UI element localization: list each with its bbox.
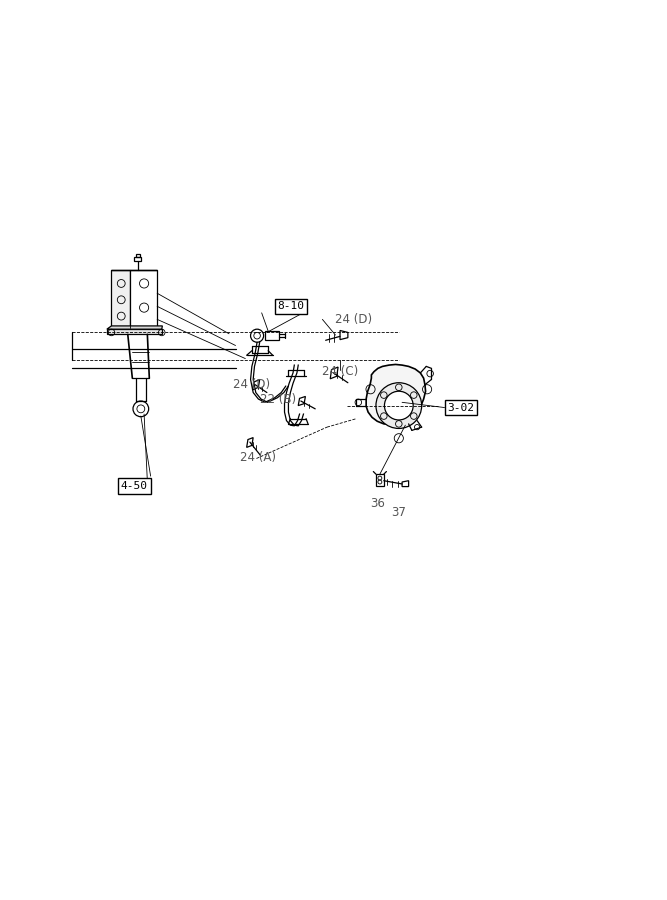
Text: 3-02: 3-02 (448, 402, 474, 412)
Polygon shape (366, 364, 426, 425)
Polygon shape (107, 329, 161, 335)
Text: 8-10: 8-10 (277, 302, 305, 311)
Circle shape (384, 392, 413, 420)
Polygon shape (111, 270, 129, 329)
Text: 36: 36 (370, 497, 386, 510)
Polygon shape (129, 270, 157, 329)
Text: 24 (C): 24 (C) (322, 365, 358, 378)
Text: 24 (D): 24 (D) (233, 378, 270, 392)
Text: 24 (A): 24 (A) (240, 451, 276, 464)
Text: 22 (B): 22 (B) (260, 392, 296, 406)
Circle shape (376, 382, 422, 428)
Polygon shape (107, 326, 162, 329)
Text: 37: 37 (392, 506, 406, 518)
Text: 24 (D): 24 (D) (335, 313, 372, 326)
Text: 4-50: 4-50 (121, 481, 148, 491)
